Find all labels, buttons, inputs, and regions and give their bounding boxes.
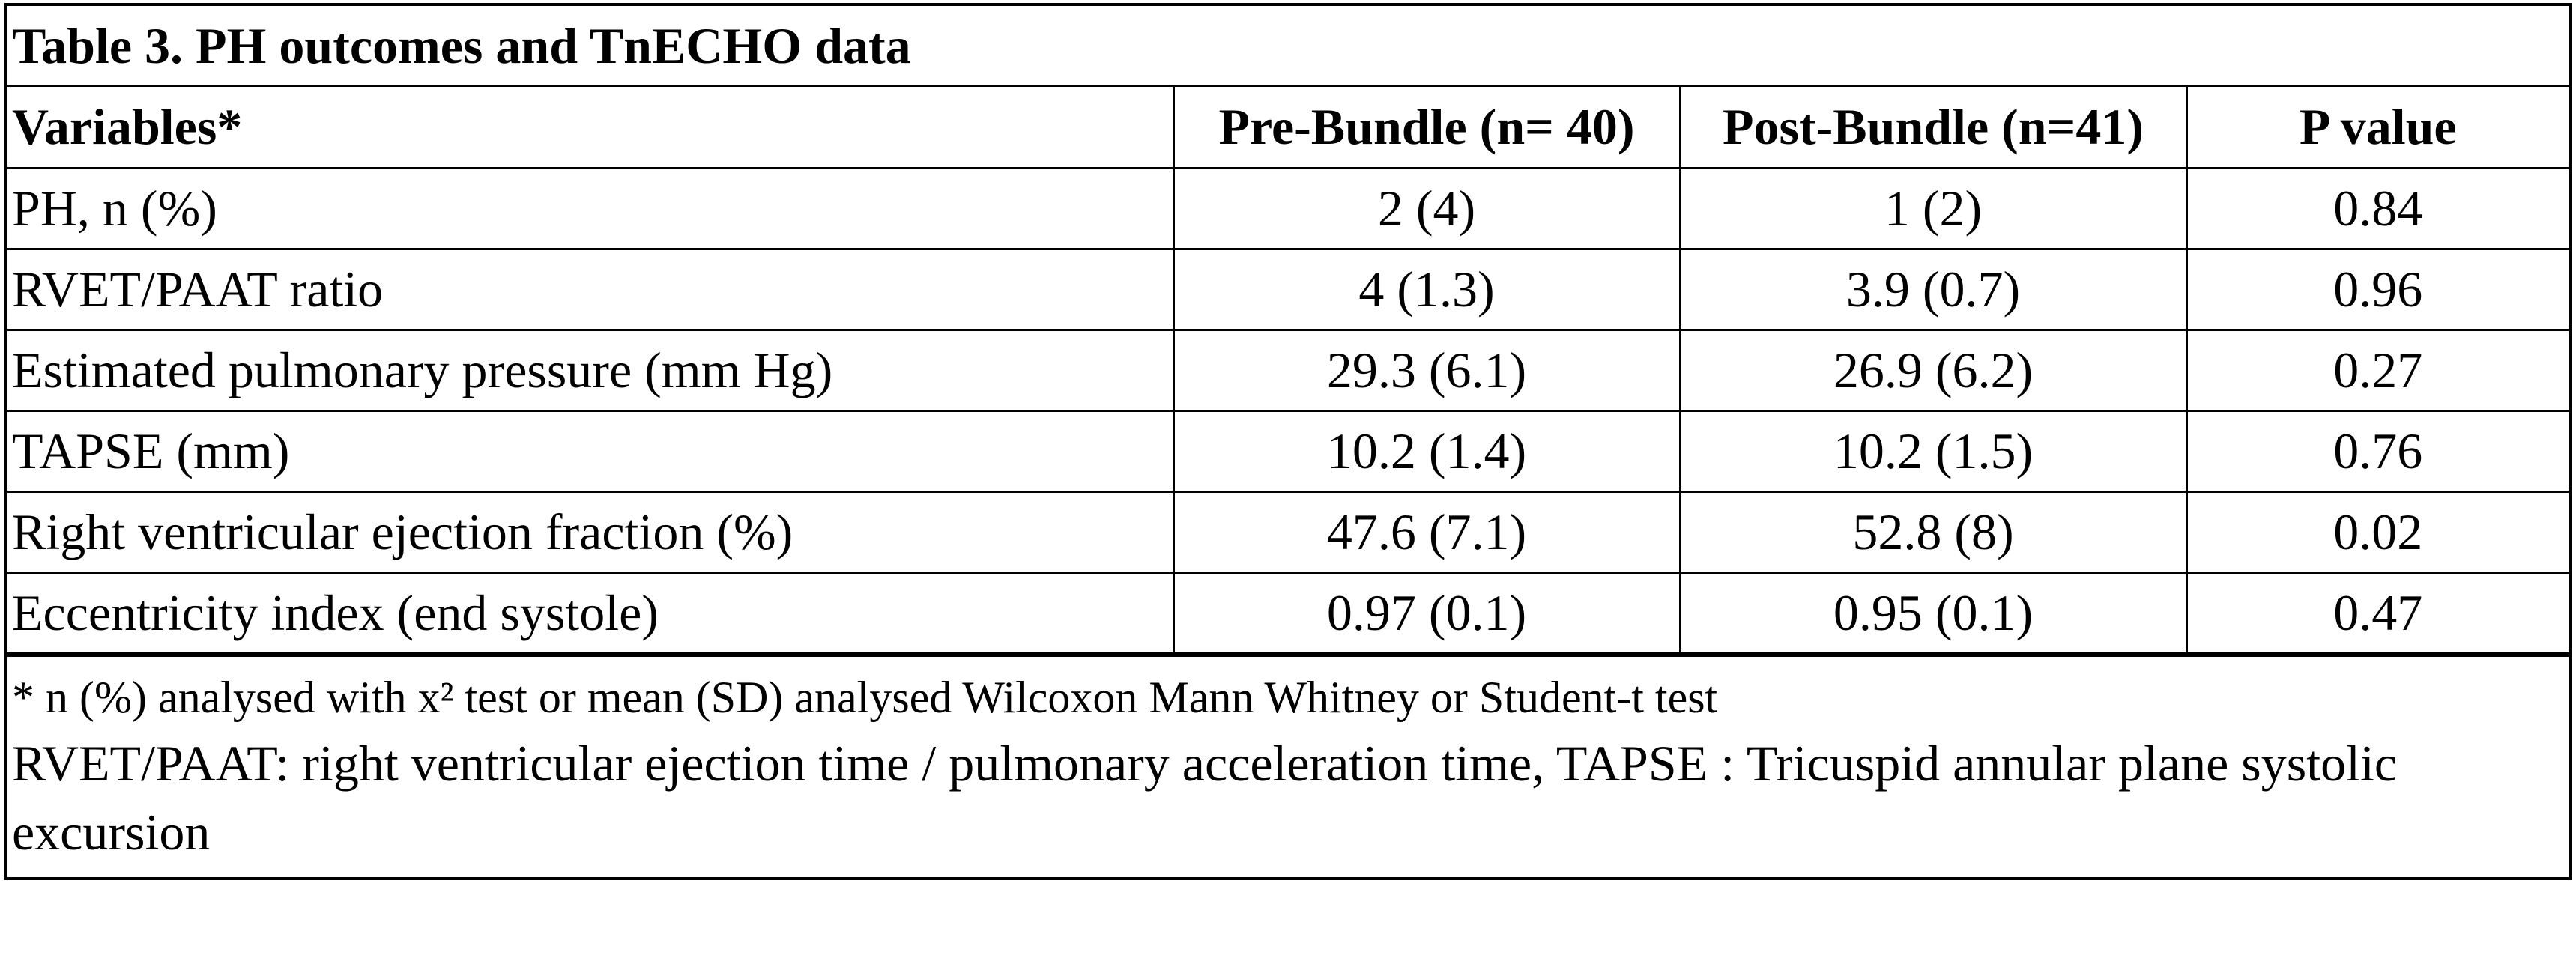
row-pre-bundle-value: 4 (1.3) — [1172, 247, 1681, 331]
outcomes-table: Variables* Pre-Bundle (n= 40) Post-Bundl… — [7, 87, 2569, 655]
table-row: Estimated pulmonary pressure (mm Hg) 29.… — [7, 328, 2569, 412]
table-row: Eccentricity index (end systole) 0.97 (0… — [7, 571, 2569, 655]
column-header-post-bundle: Post-Bundle (n=41) — [1678, 87, 2188, 169]
table-row: Right ventricular ejection fraction (%) … — [7, 490, 2569, 574]
table-title: Table 3. PH outcomes and TnECHO data — [7, 6, 2569, 87]
table-footnotes: * n (%) analysed with x² test or mean (S… — [7, 654, 2569, 877]
row-variable: PH, n (%) — [7, 166, 1175, 250]
column-header-pre-bundle: Pre-Bundle (n= 40) — [1172, 87, 1681, 169]
row-post-bundle-value: 1 (2) — [1678, 166, 2188, 250]
table-row: PH, n (%) 2 (4) 1 (2) 0.84 — [7, 166, 2569, 250]
row-post-bundle-value: 10.2 (1.5) — [1678, 409, 2188, 493]
column-header-p-value: P value — [2185, 87, 2569, 169]
row-p-value: 0.96 — [2185, 247, 2569, 331]
row-post-bundle-value: 26.9 (6.2) — [1678, 328, 2188, 412]
row-variable: Eccentricity index (end systole) — [7, 571, 1175, 655]
footnote-statistics: * n (%) analysed with x² test or mean (S… — [12, 672, 1718, 722]
row-p-value: 0.47 — [2185, 571, 2569, 655]
row-post-bundle-value: 52.8 (8) — [1678, 490, 2188, 574]
row-variable: TAPSE (mm) — [7, 409, 1175, 493]
header-row: Variables* Pre-Bundle (n= 40) Post-Bundl… — [7, 87, 2569, 169]
row-post-bundle-value: 3.9 (0.7) — [1678, 247, 2188, 331]
row-variable: Right ventricular ejection fraction (%) — [7, 490, 1175, 574]
row-variable: RVET/PAAT ratio — [7, 247, 1175, 331]
row-p-value: 0.02 — [2185, 490, 2569, 574]
row-pre-bundle-value: 29.3 (6.1) — [1172, 328, 1681, 412]
row-p-value: 0.84 — [2185, 166, 2569, 250]
footnote-abbreviations: RVET/PAAT: right ventricular ejection ti… — [12, 734, 2398, 861]
row-post-bundle-value: 0.95 (0.1) — [1678, 571, 2188, 655]
column-header-variables: Variables* — [7, 87, 1175, 169]
row-pre-bundle-value: 47.6 (7.1) — [1172, 490, 1681, 574]
row-pre-bundle-value: 0.97 (0.1) — [1172, 571, 1681, 655]
table-row: TAPSE (mm) 10.2 (1.4) 10.2 (1.5) 0.76 — [7, 409, 2569, 493]
row-p-value: 0.27 — [2185, 328, 2569, 412]
table-row: RVET/PAAT ratio 4 (1.3) 3.9 (0.7) 0.96 — [7, 247, 2569, 331]
table-frame: Table 3. PH outcomes and TnECHO data Var… — [4, 3, 2572, 880]
row-pre-bundle-value: 2 (4) — [1172, 166, 1681, 250]
row-p-value: 0.76 — [2185, 409, 2569, 493]
row-pre-bundle-value: 10.2 (1.4) — [1172, 409, 1681, 493]
row-variable: Estimated pulmonary pressure (mm Hg) — [7, 328, 1175, 412]
